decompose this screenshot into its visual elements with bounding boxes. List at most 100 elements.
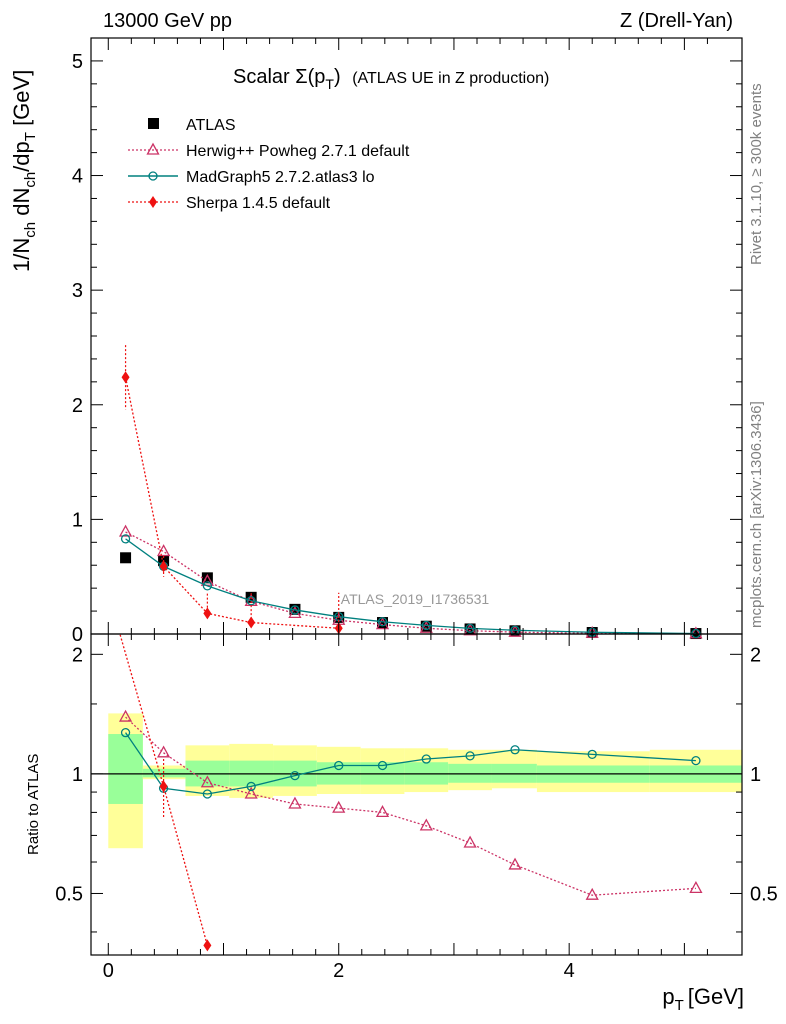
data-point	[201, 572, 213, 584]
data-point	[465, 623, 475, 634]
svg-text:pT[GeV]: pT [GeV]	[662, 984, 744, 1014]
data-point	[247, 616, 256, 629]
legend-atlas-label: ATLAS	[186, 117, 236, 134]
data-point	[691, 755, 701, 766]
data-point	[203, 939, 212, 952]
data-point	[463, 835, 477, 848]
data-point	[200, 775, 214, 788]
data-point	[587, 749, 597, 759]
ratio-series	[118, 634, 703, 952]
legend-sherpa-marker	[149, 196, 157, 208]
title-subscript: T	[325, 76, 334, 92]
data-point	[118, 524, 133, 537]
rivet-version-label: Rivet 3.1.10, ≥ 300k events	[748, 83, 765, 265]
ratio-y-tick-label-right: 2	[750, 644, 761, 666]
data-point	[288, 796, 302, 809]
data-point	[159, 780, 168, 793]
ratio-y-tick-label-right: 1	[750, 764, 761, 786]
y-tick-label: 5	[72, 51, 83, 73]
y-tick-label: 3	[72, 280, 83, 302]
data-point	[156, 745, 171, 758]
title-close: )	[334, 66, 341, 88]
data-point	[510, 745, 520, 755]
data-point	[159, 560, 168, 573]
svg-text:Scalar Σ(pT) (ATLAS UE i: Scalar Σ(pT) (ATLAS UE in Z production)	[233, 66, 549, 92]
data-point	[377, 617, 389, 629]
data-point	[120, 728, 131, 738]
legend-herwig-marker	[146, 142, 160, 155]
series-line	[125, 538, 696, 634]
ratio-y-tick-label-right: 0.5	[750, 883, 778, 905]
data-point	[203, 607, 212, 620]
svg-text:1/Nch dNch/dpT [GeV]: 1/Nch dNch/dpT [GeV]	[9, 70, 39, 272]
data-point	[334, 760, 344, 771]
x-tick-label: 4	[564, 960, 575, 982]
legend: ATLAS Herwig++ Powheg 2.7.1 default MadG…	[128, 117, 410, 212]
title-main: Scalar Σ(p	[233, 66, 325, 88]
data-point	[244, 786, 258, 799]
main-ylabel: 1/Nch dNch/dpT [GeV]	[9, 70, 39, 272]
data-point	[421, 620, 431, 631]
data-point	[375, 805, 390, 818]
data-point	[202, 789, 213, 799]
data-point	[290, 605, 300, 615]
x-tick-label: 2	[333, 960, 344, 982]
series-madgraph5	[120, 728, 701, 799]
x-tick-label: 0	[103, 960, 114, 982]
ratio-bands	[91, 713, 742, 849]
series-line	[124, 377, 339, 629]
ratio-y-tick-label-left: 1	[72, 764, 83, 786]
data-point	[465, 751, 475, 761]
y-tick-label: 1	[72, 509, 83, 531]
analysis-label: ATLAS_2019_I1736531	[341, 591, 490, 607]
data-point	[120, 534, 131, 544]
series-herwig	[118, 709, 703, 900]
plot-title: Scalar Σ(pT) (ATLAS UE in Z production)	[233, 66, 549, 92]
data-point	[246, 596, 256, 606]
ratio-ylabel: Ratio to ATLAS	[25, 754, 42, 855]
data-point	[246, 781, 256, 792]
data-point	[463, 623, 477, 636]
legend-atlas-marker	[148, 118, 159, 129]
data-point	[420, 620, 432, 632]
mcplots-label: mcplots.cern.ch [arXiv:1306.3436]	[748, 401, 765, 628]
legend-herwig-label: Herwig++ Powheg 2.7.1 default	[186, 143, 410, 160]
y-tick-label: 2	[72, 395, 83, 417]
header-process: Z (Drell-Yan)	[620, 10, 733, 32]
data-point	[120, 552, 132, 564]
series-line	[125, 716, 696, 896]
data-point	[585, 887, 599, 900]
data-point	[421, 754, 431, 764]
data-point	[118, 709, 133, 722]
series-line	[125, 732, 696, 795]
header-energy: 13000 GeV pp	[103, 10, 232, 32]
data-point	[375, 617, 390, 630]
ratio-y-tick-label-left: 2	[72, 644, 83, 666]
data-point	[377, 760, 388, 771]
data-point	[508, 857, 522, 870]
data-point	[419, 620, 433, 633]
legend-sherpa-label: Sherpa 1.4.5 default	[186, 195, 331, 212]
series-sherpa	[119, 634, 212, 952]
data-point	[332, 800, 346, 813]
xlabel: pT [GeV]	[662, 984, 744, 1014]
data-point	[290, 770, 300, 781]
data-point	[121, 371, 130, 384]
legend-madgraph-marker	[148, 171, 158, 181]
y-tick-label: 0	[72, 624, 83, 646]
band-inner-0	[108, 734, 143, 804]
data-point	[508, 624, 522, 637]
title-rest: (ATLAS UE in Z production)	[352, 70, 549, 87]
data-point	[377, 617, 388, 627]
legend-madgraph-label: MadGraph5 2.7.2.atlas3 lo	[186, 169, 375, 186]
series-sherpa	[121, 345, 343, 635]
data-point	[689, 881, 703, 894]
y-tick-label: 4	[72, 166, 83, 188]
data-point	[202, 581, 213, 591]
band-inner-1	[142, 768, 186, 778]
ratio-y-tick-label-left: 0.5	[55, 883, 83, 905]
ratio-frame	[90, 633, 743, 956]
data-point	[419, 818, 433, 831]
